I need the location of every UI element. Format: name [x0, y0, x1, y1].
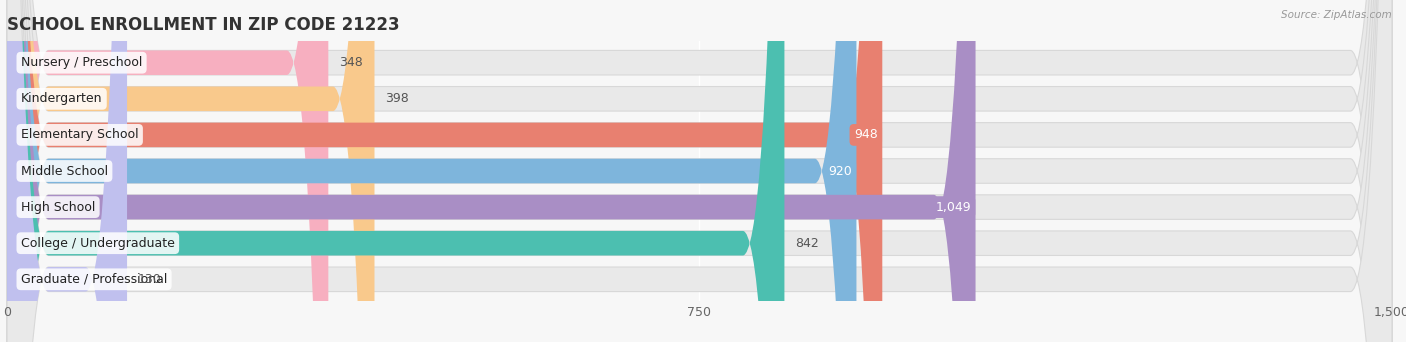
FancyBboxPatch shape — [7, 0, 1392, 342]
Text: 398: 398 — [385, 92, 409, 105]
Text: Source: ZipAtlas.com: Source: ZipAtlas.com — [1281, 10, 1392, 20]
FancyBboxPatch shape — [7, 0, 1392, 342]
FancyBboxPatch shape — [7, 0, 1392, 342]
Text: 920: 920 — [828, 165, 852, 177]
FancyBboxPatch shape — [7, 0, 329, 342]
FancyBboxPatch shape — [7, 0, 785, 342]
FancyBboxPatch shape — [7, 0, 883, 342]
Text: Graduate / Professional: Graduate / Professional — [21, 273, 167, 286]
FancyBboxPatch shape — [7, 0, 1392, 342]
Text: SCHOOL ENROLLMENT IN ZIP CODE 21223: SCHOOL ENROLLMENT IN ZIP CODE 21223 — [7, 16, 399, 34]
Text: 948: 948 — [853, 128, 877, 141]
Text: High School: High School — [21, 201, 96, 214]
FancyBboxPatch shape — [7, 0, 127, 342]
FancyBboxPatch shape — [7, 0, 1392, 342]
Text: College / Undergraduate: College / Undergraduate — [21, 237, 174, 250]
Text: 842: 842 — [796, 237, 820, 250]
FancyBboxPatch shape — [7, 0, 976, 342]
FancyBboxPatch shape — [7, 0, 374, 342]
Text: Nursery / Preschool: Nursery / Preschool — [21, 56, 142, 69]
FancyBboxPatch shape — [7, 0, 856, 342]
Text: 348: 348 — [339, 56, 363, 69]
Text: 130: 130 — [138, 273, 162, 286]
FancyBboxPatch shape — [7, 0, 1392, 342]
Text: Middle School: Middle School — [21, 165, 108, 177]
Text: Kindergarten: Kindergarten — [21, 92, 103, 105]
FancyBboxPatch shape — [7, 0, 1392, 342]
Text: Elementary School: Elementary School — [21, 128, 139, 141]
Text: 1,049: 1,049 — [935, 201, 972, 214]
